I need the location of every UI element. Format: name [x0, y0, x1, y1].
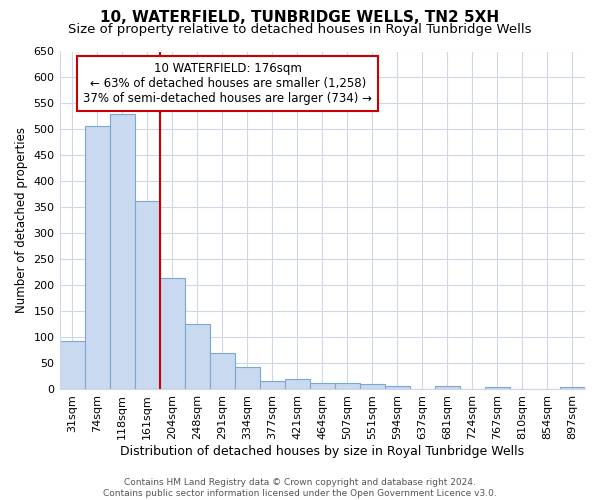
Text: 10, WATERFIELD, TUNBRIDGE WELLS, TN2 5XH: 10, WATERFIELD, TUNBRIDGE WELLS, TN2 5XH [100, 10, 500, 25]
Bar [560, 387, 585, 389]
Bar [360, 384, 385, 389]
Bar [85, 126, 110, 389]
Bar [385, 386, 410, 389]
Bar [209, 352, 235, 389]
Bar [59, 341, 85, 389]
Bar [435, 386, 460, 389]
Bar [134, 200, 160, 389]
Bar [285, 379, 310, 389]
X-axis label: Distribution of detached houses by size in Royal Tunbridge Wells: Distribution of detached houses by size … [120, 444, 524, 458]
Text: Size of property relative to detached houses in Royal Tunbridge Wells: Size of property relative to detached ho… [68, 22, 532, 36]
Bar [260, 380, 285, 389]
Bar [185, 324, 209, 389]
Y-axis label: Number of detached properties: Number of detached properties [15, 127, 28, 313]
Bar [335, 383, 360, 389]
Bar [235, 366, 260, 389]
Bar [160, 278, 185, 389]
Text: 10 WATERFIELD: 176sqm
← 63% of detached houses are smaller (1,258)
37% of semi-d: 10 WATERFIELD: 176sqm ← 63% of detached … [83, 62, 372, 104]
Text: Contains HM Land Registry data © Crown copyright and database right 2024.
Contai: Contains HM Land Registry data © Crown c… [103, 478, 497, 498]
Bar [485, 387, 510, 389]
Bar [310, 383, 335, 389]
Bar [110, 114, 134, 389]
